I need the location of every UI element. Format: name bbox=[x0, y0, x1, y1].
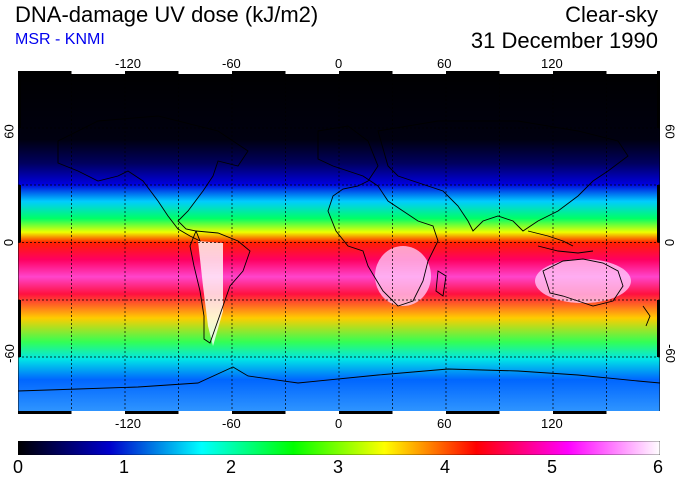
colorbar-label: 1 bbox=[119, 457, 130, 477]
indonesia-coast bbox=[537, 245, 594, 254]
lon-tick-bottom: 120 bbox=[541, 416, 563, 431]
lon-tick-bottom: -60 bbox=[222, 416, 241, 431]
colorbar-label: 3 bbox=[333, 457, 344, 477]
uv-dose-map bbox=[18, 71, 660, 414]
lon-tick-top: -60 bbox=[222, 56, 241, 71]
colorbar-label: 6 bbox=[653, 457, 664, 477]
lat-tick-right: 60 bbox=[662, 124, 678, 139]
australia-coast bbox=[542, 258, 624, 307]
lon-tick-top: 120 bbox=[541, 56, 563, 71]
graticule bbox=[18, 71, 660, 414]
lat-tick-right: -60 bbox=[662, 344, 678, 363]
lon-tick-top: -120 bbox=[115, 56, 142, 71]
colorbar-label: 2 bbox=[226, 457, 237, 477]
colorbar bbox=[18, 441, 660, 455]
colorbar-label: 5 bbox=[547, 457, 558, 477]
lat-tick-left: 0 bbox=[1, 238, 17, 247]
andes-highdose-patch bbox=[198, 241, 223, 346]
lon-tick-top: 0 bbox=[335, 56, 343, 71]
sky-condition-label: Clear-sky bbox=[565, 2, 658, 27]
coastlines bbox=[18, 115, 660, 392]
antarctica-coast bbox=[18, 366, 660, 392]
colorbar-gradient bbox=[18, 441, 660, 455]
colorbar-label: 4 bbox=[440, 457, 451, 477]
lon-tick-bottom: 0 bbox=[335, 416, 343, 431]
map-border bbox=[18, 71, 660, 414]
europe-africa-coast bbox=[317, 125, 439, 307]
lon-tick-bottom: 60 bbox=[437, 416, 452, 431]
lat-tick-right: 0 bbox=[662, 238, 678, 247]
lat-tick-left: 60 bbox=[1, 124, 17, 139]
new-zealand-coast bbox=[642, 305, 651, 327]
map-title: DNA-damage UV dose (kJ/m2) bbox=[15, 2, 319, 27]
asia-coast bbox=[377, 120, 629, 232]
date-label: 31 December 1990 bbox=[470, 28, 658, 53]
source-label: MSR - KNMI bbox=[15, 31, 105, 48]
colorbar-label: 0 bbox=[13, 457, 24, 477]
south-america-coast bbox=[189, 230, 251, 344]
southern-africa-highdose-patch bbox=[375, 246, 431, 306]
lon-tick-top: 60 bbox=[437, 56, 452, 71]
lon-tick-bottom: -120 bbox=[115, 416, 142, 431]
madagascar-coast bbox=[435, 270, 447, 297]
indonesia-coast bbox=[527, 230, 574, 247]
australia-highdose-patch bbox=[535, 259, 631, 303]
lat-tick-left: -60 bbox=[1, 344, 17, 363]
